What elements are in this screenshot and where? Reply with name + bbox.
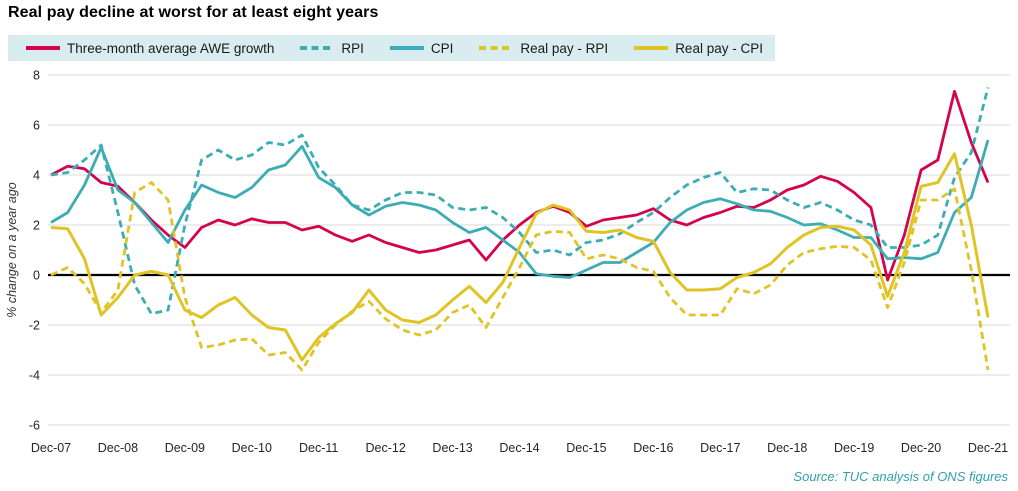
- x-tick-label: Dec-18: [767, 441, 807, 455]
- series-line-4: [50, 152, 990, 362]
- y-axis-title: % change on a year ago: [5, 182, 19, 318]
- legend-label: RPI: [341, 40, 364, 56]
- x-tick-label: Dec-14: [499, 441, 539, 455]
- x-tick-label: Dec-13: [432, 441, 472, 455]
- x-tick-label: Dec-21: [968, 441, 1008, 455]
- legend-item-4: Real pay - CPI: [634, 41, 763, 56]
- source-note: Source: TUC analysis of ONS figures: [793, 469, 1008, 484]
- legend-label: Real pay - CPI: [675, 40, 763, 56]
- y-tick-label: 6: [33, 119, 40, 133]
- legend-swatch-icon: [479, 46, 514, 50]
- x-tick-label: Dec-10: [232, 441, 272, 455]
- series-line-0: [50, 89, 990, 282]
- legend-label: Three-month average AWE growth: [67, 40, 275, 56]
- x-tick-label: Dec-12: [365, 441, 405, 455]
- x-tick-label: Dec-17: [700, 441, 740, 455]
- legend-item-3: Real pay - RPI: [479, 41, 608, 56]
- y-tick-label: 0: [33, 269, 40, 283]
- legend-swatch-icon: [634, 46, 669, 50]
- y-tick-label: -6: [29, 419, 40, 433]
- y-tick-label: 8: [33, 69, 40, 83]
- series-line-3: [50, 181, 990, 372]
- x-tick-label: Dec-07: [31, 441, 71, 455]
- x-tick-label: Dec-19: [834, 441, 874, 455]
- y-tick-label: -4: [29, 369, 40, 383]
- legend-swatch-icon: [389, 46, 424, 50]
- x-tick-label: Dec-15: [566, 441, 606, 455]
- y-tick-label: 4: [33, 169, 40, 183]
- x-tick-label: Dec-08: [98, 441, 138, 455]
- x-tick-label: Dec-16: [633, 441, 673, 455]
- series-line-2: [50, 139, 990, 279]
- legend-swatch-icon: [26, 46, 60, 50]
- legend-swatch-icon: [300, 46, 335, 50]
- legend-item-0: Three-month average AWE growth: [26, 41, 274, 56]
- x-tick-label: Dec-20: [901, 441, 941, 455]
- legend-item-2: CPI: [389, 40, 454, 56]
- chart-legend: Three-month average AWE growth RPI CPI Real…: [8, 35, 775, 61]
- series-line-1: [50, 87, 990, 316]
- x-tick-label: Dec-11: [299, 441, 338, 455]
- legend-item-1: RPI: [300, 41, 364, 56]
- legend-label: Real pay - RPI: [520, 40, 609, 56]
- page-title: Real pay decline at worst for at least e…: [8, 4, 379, 21]
- x-tick-label: Dec-09: [165, 441, 205, 455]
- y-tick-label: -2: [29, 319, 40, 333]
- legend-label: CPI: [430, 40, 454, 56]
- y-tick-label: 2: [33, 219, 40, 233]
